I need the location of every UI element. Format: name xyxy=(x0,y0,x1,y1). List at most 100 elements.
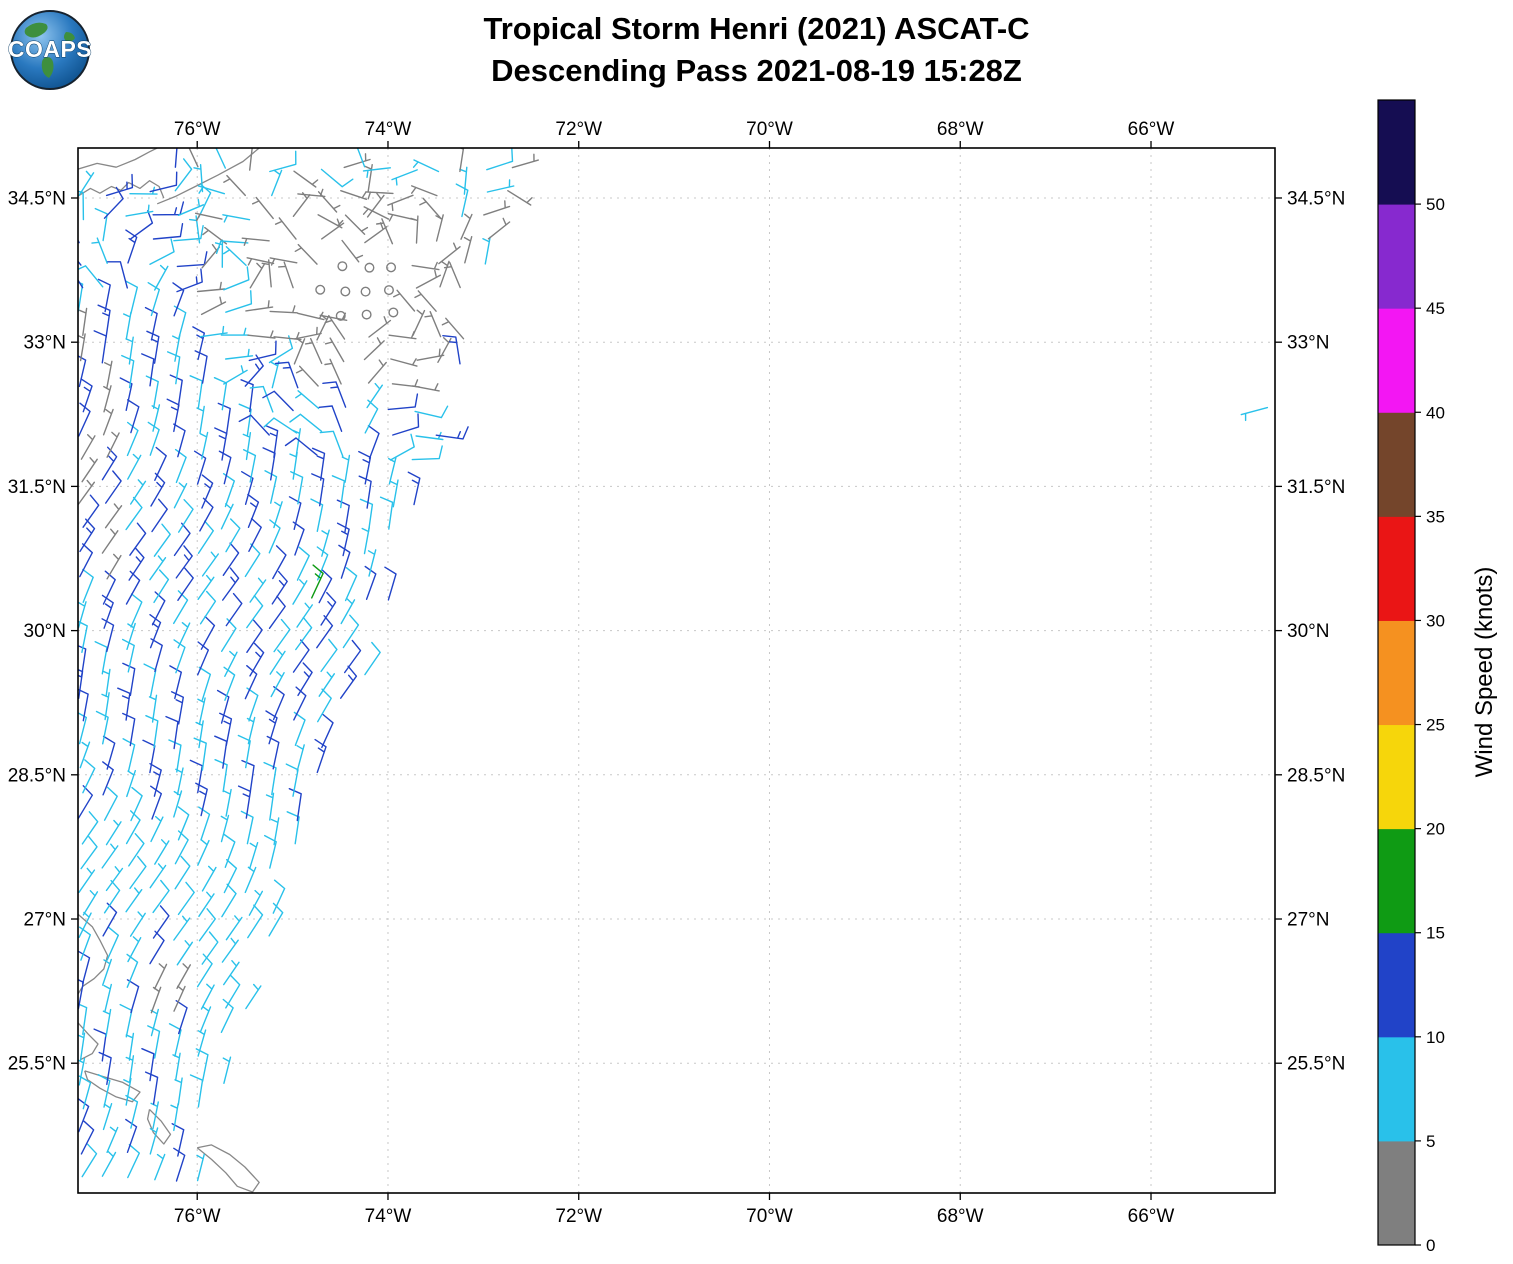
wind-barb xyxy=(435,426,469,440)
wind-barb xyxy=(193,164,204,193)
wind-barb xyxy=(215,148,226,169)
wind-barb xyxy=(241,759,255,794)
wind-barb xyxy=(198,806,211,841)
wind-barb xyxy=(78,1003,88,1035)
lat-tick-label-left: 28.5°N xyxy=(8,765,66,786)
wind-barb xyxy=(148,694,158,723)
wind-barb xyxy=(387,194,414,212)
wind-barb xyxy=(246,595,264,629)
calm-wind-circle xyxy=(337,261,348,272)
wind-barb xyxy=(201,931,219,965)
colorbar-axis-label: Wind Speed (knots) xyxy=(1471,567,1498,778)
wind-barb xyxy=(317,214,344,229)
wind-barb xyxy=(78,278,84,289)
wind-barb xyxy=(201,474,214,509)
wind-barb xyxy=(144,306,158,341)
wind-barb xyxy=(245,300,274,312)
lat-tick-label-left: 30°N xyxy=(24,621,66,642)
wind-barb xyxy=(321,713,334,749)
wind-barb xyxy=(441,317,465,340)
wind-barb xyxy=(248,340,277,362)
wind-barb xyxy=(101,1150,117,1177)
wind-barb xyxy=(91,237,108,264)
lon-tick-label-top: 66°W xyxy=(1128,119,1175,140)
wind-barb xyxy=(126,953,139,988)
wind-barb xyxy=(237,734,251,769)
colorbar-tick-label: 20 xyxy=(1426,820,1445,839)
wind-barb xyxy=(176,268,203,293)
lon-tick-label-bottom: 74°W xyxy=(365,1206,412,1227)
wind-barb xyxy=(274,361,299,389)
wind-barb xyxy=(268,902,284,937)
wind-barb xyxy=(165,715,179,750)
wind-barb xyxy=(176,940,193,966)
calm-wind-circle xyxy=(360,286,371,297)
wind-barb xyxy=(106,1126,119,1153)
wind-barb xyxy=(105,819,122,846)
wind-barb xyxy=(79,926,91,961)
wind-barb xyxy=(97,304,111,338)
wind-barb xyxy=(295,616,313,651)
wind-barb xyxy=(296,546,310,581)
wind-barb xyxy=(268,335,294,364)
wind-barb xyxy=(142,739,156,774)
wind-barb xyxy=(129,911,146,937)
wind-barb xyxy=(103,983,112,1012)
wind-barb xyxy=(174,158,193,192)
wind-barb xyxy=(238,414,270,436)
wind-barb xyxy=(152,905,170,939)
wind-barb xyxy=(198,908,216,942)
calm-wind-circle xyxy=(315,284,326,295)
wind-barb xyxy=(270,360,280,389)
wind-barb xyxy=(274,217,297,240)
wind-barb xyxy=(199,497,214,532)
wind-barb xyxy=(295,390,320,410)
wind-barb xyxy=(147,282,160,317)
wind-barb xyxy=(102,735,116,770)
wind-barb xyxy=(173,915,191,941)
wind-barb xyxy=(78,1075,92,1110)
wind-barb xyxy=(265,792,275,821)
globe-land-south xyxy=(41,57,54,78)
wind-barb xyxy=(101,843,119,869)
wind-barb xyxy=(143,663,157,698)
wind-barb xyxy=(269,305,298,314)
wind-barb xyxy=(414,290,437,312)
wind-barb xyxy=(168,1023,182,1057)
wind-barb xyxy=(103,385,112,413)
wind-barb xyxy=(424,311,442,338)
wind-barb xyxy=(367,359,387,384)
wind-barb xyxy=(249,577,267,603)
lon-tick-label-bottom: 76°W xyxy=(174,1206,221,1227)
wind-barb xyxy=(78,668,84,699)
wind-barb xyxy=(252,196,274,220)
wind-barb xyxy=(264,470,278,504)
wind-barb xyxy=(416,348,445,361)
colorbar-tick-label: 25 xyxy=(1426,716,1445,735)
wind-barb xyxy=(125,1118,138,1153)
colorbar-bin xyxy=(1378,204,1415,309)
wind-barb xyxy=(364,164,373,193)
wind-barb xyxy=(104,360,113,389)
plot-border xyxy=(77,147,1276,1194)
wind-barb xyxy=(318,671,335,697)
wind-barb xyxy=(223,833,236,868)
wind-barb xyxy=(195,782,208,817)
wind-barb xyxy=(388,330,417,340)
wind-barb xyxy=(412,159,440,173)
lon-tick-label-bottom: 66°W xyxy=(1128,1206,1175,1227)
wind-barb xyxy=(101,618,115,653)
wind-barb xyxy=(197,839,210,866)
wind-barb xyxy=(411,185,438,197)
colorbar-bin xyxy=(1378,100,1415,205)
wind-barb xyxy=(173,482,188,509)
colorbar-tick-label: 40 xyxy=(1426,403,1445,422)
wind-barb xyxy=(273,501,283,529)
wind-barb xyxy=(290,471,304,505)
wind-barb xyxy=(316,546,329,581)
colorbar-bin xyxy=(1378,516,1415,621)
wind-barb xyxy=(249,842,259,870)
wind-barb xyxy=(149,863,167,889)
wind-barb xyxy=(170,1103,179,1132)
wind-barb xyxy=(128,547,145,581)
